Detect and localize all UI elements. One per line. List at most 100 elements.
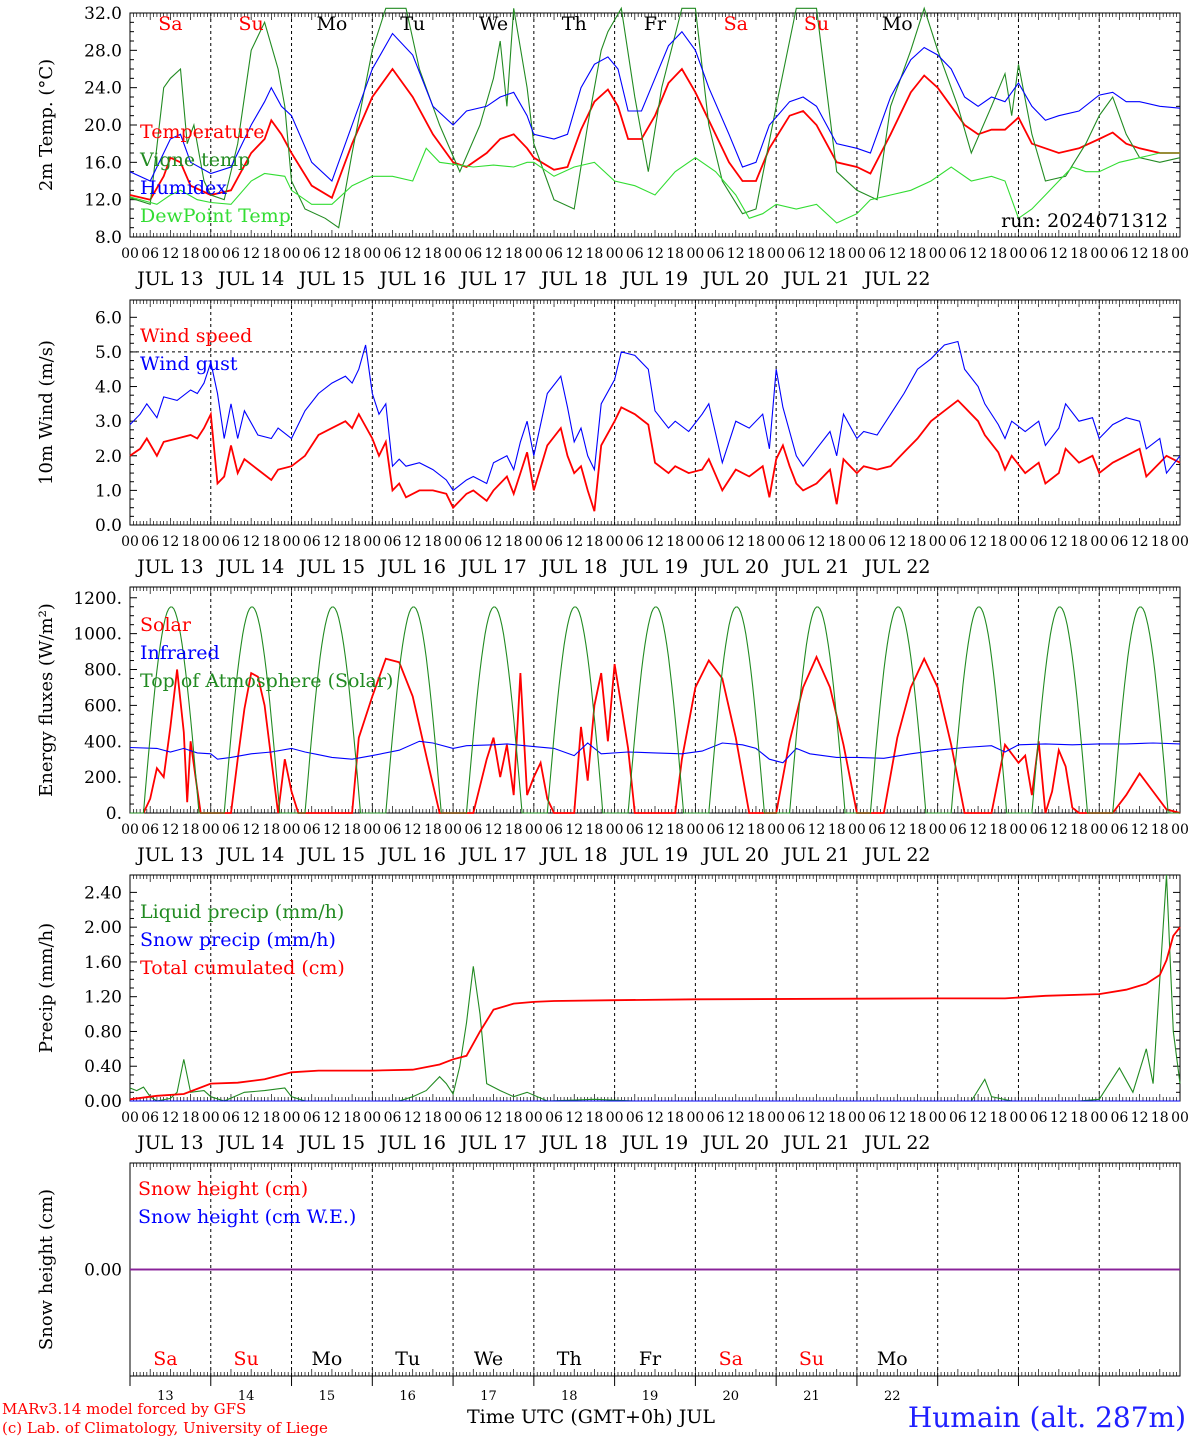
hour-tick-label: 18 [424,1110,442,1126]
hour-tick-label: 00 [767,1110,785,1126]
hour-tick-label: 18 [666,822,684,838]
hour-tick-label: 18 [424,534,442,550]
hour-tick-label: 06 [222,246,240,262]
date-label: JUL 14 [216,844,284,866]
hour-tick-label: 06 [384,246,402,262]
panel-4: 0.00 0.40 0.80 1.20 1.60 2.00 2.40 Precip (mm/h… [36,874,1189,1154]
day-of-week-label: Fr [644,13,667,35]
hour-tick-label: 18 [747,534,765,550]
y-tick-label: 6.0 [95,308,122,328]
hour-tick-label: 00 [848,534,866,550]
hour-tick-label: 12 [727,822,745,838]
y-tick-label: 5.0 [95,343,122,363]
hour-tick-label: 00 [444,1110,462,1126]
hour-tick-label: 18 [989,246,1007,262]
hour-tick-label: 12 [242,1110,260,1126]
hour-tick-label: 18 [182,534,200,550]
hour-tick-label: 12 [969,822,987,838]
hour-tick-label: 12 [161,1110,179,1126]
hour-tick-label: 18 [1070,822,1088,838]
hour-tick-label: 06 [384,1110,402,1126]
hour-tick-label: 06 [1030,534,1048,550]
hour-tick-label: 12 [969,246,987,262]
y-tick-label: 2.0 [95,447,122,467]
hour-tick-label: 18 [262,822,280,838]
hour-tick-label: 06 [303,534,321,550]
panel-2: 0.0 1.0 2.0 3.0 4.0 5.0 6.0 10m Wind (m/s) Wind … [36,299,1189,578]
hour-tick-label: 00 [606,822,624,838]
y-tick-label: 20.0 [84,116,122,136]
hour-tick-label: 00 [363,534,381,550]
day-of-week-label: Mo [316,13,347,35]
day-of-week-label: Su [239,13,264,35]
date-label: JUL 14 [216,1132,284,1154]
hour-tick-label: 18 [828,246,846,262]
hour-tick-label: 06 [545,822,563,838]
hour-tick-label: 18 [343,822,361,838]
y-tick-label: 400. [84,732,122,752]
hour-tick-label: 12 [888,822,906,838]
date-label: JUL 13 [135,844,203,866]
hour-tick-label: 12 [485,534,503,550]
date-label: JUL 20 [701,268,769,290]
hour-tick-label: 00 [848,822,866,838]
date-label: JUL 15 [297,844,365,866]
hour-tick-label: 12 [646,822,664,838]
day-of-week-label: Fr [639,1348,662,1370]
day-number-label: 17 [480,1389,497,1404]
hour-tick-label: 18 [182,1110,200,1126]
hour-tick-label: 06 [141,822,159,838]
hour-tick-label: 00 [1171,246,1189,262]
hour-tick-label: 06 [222,534,240,550]
y-tick-label: 0.0 [95,516,122,536]
hour-tick-label: 12 [323,246,341,262]
hour-tick-label: 06 [1030,246,1048,262]
date-label: JUL 18 [539,268,607,290]
hour-tick-label: 00 [283,1110,301,1126]
hour-tick-label: 06 [707,534,725,550]
date-label: JUL 19 [620,1132,688,1154]
hour-tick-label: 06 [787,246,805,262]
hour-tick-label: 00 [767,822,785,838]
hour-tick-label: 18 [909,822,927,838]
hour-tick-label: 12 [1050,822,1068,838]
hour-tick-label: 12 [969,534,987,550]
hour-tick-label: 00 [283,822,301,838]
hour-tick-label: 18 [505,534,523,550]
hour-tick-label: 12 [565,822,583,838]
hour-tick-label: 06 [868,1110,886,1126]
legend-entry: Snow height (cm) [138,1178,308,1200]
hour-tick-label: 06 [949,246,967,262]
day-of-week-label: Su [799,1348,824,1370]
hour-tick-label: 06 [868,246,886,262]
hour-tick-label: 00 [929,534,947,550]
hour-tick-label: 18 [666,1110,684,1126]
legend-entry: Snow precip (mm/h) [140,929,336,951]
y-tick-label: 1000. [73,625,122,645]
hour-tick-label: 12 [1050,534,1068,550]
hour-tick-label: 18 [262,246,280,262]
day-number-label: 16 [399,1389,416,1404]
hour-tick-label: 18 [586,534,604,550]
hour-tick-label: 06 [707,1110,725,1126]
series-line-wind-gust [129,340,1181,492]
y-tick-label: 2.40 [84,883,122,903]
hour-tick-label: 00 [767,534,785,550]
legend-entry: Total cumulated (cm) [140,957,345,979]
day-of-week-label: We [479,13,508,35]
hour-tick-label: 00 [121,822,139,838]
date-label: JUL 22 [862,268,930,290]
hour-tick-label: 12 [888,246,906,262]
y-tick-label: 24.0 [84,79,122,99]
hour-tick-label: 18 [1151,534,1169,550]
date-label: JUL 20 [701,556,769,578]
hour-tick-label: 00 [444,822,462,838]
hour-tick-label: 06 [707,822,725,838]
hour-tick-label: 00 [848,246,866,262]
hour-tick-label: 12 [969,1110,987,1126]
date-label: JUL 21 [781,556,849,578]
y-tick-label: 16.0 [84,153,122,173]
y-tick-label: 28.0 [84,41,122,61]
day-of-week-label: Mo [311,1348,342,1370]
day-of-week-label: We [474,1348,503,1370]
